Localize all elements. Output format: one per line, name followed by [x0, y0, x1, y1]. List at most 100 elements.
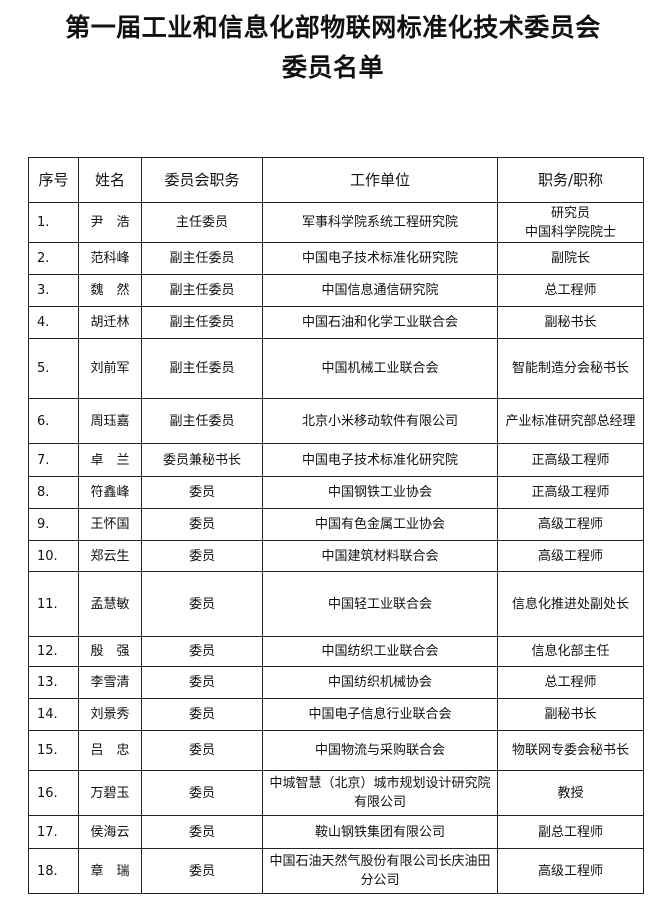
table-row: 4. 胡迁林 副主任委员 中国石油和化学工业联合会 副秘书长 — [28, 306, 644, 339]
table-cell: 1. — [28, 202, 79, 243]
table-cell: 高级工程师 — [497, 540, 644, 572]
job-title: 智能制造分会秘书长 — [511, 361, 629, 376]
table-cell: 正高级工程师 — [497, 443, 644, 477]
committee-role: 委员 — [188, 644, 215, 659]
member-name: 刘前军 — [90, 361, 130, 376]
job-title: 高级工程师 — [537, 548, 603, 564]
table-cell: 副秘书长 — [497, 698, 644, 731]
table-cell: 17. — [28, 815, 79, 849]
job-title: 高级工程师 — [537, 863, 603, 879]
table-cell: 12. — [28, 636, 79, 667]
table-cell: 中国石油天然气股份有限公司长庆油田分公司 — [262, 848, 498, 894]
table-cell: 中国信息通信研究院 — [262, 274, 498, 307]
organization: 中国纺织工业联合会 — [321, 644, 439, 659]
table-cell: 殷 强 — [78, 636, 142, 667]
table-cell: 教授 — [497, 770, 644, 816]
member-name: 王怀国 — [90, 517, 130, 532]
table-cell: 章 瑞 — [78, 848, 142, 894]
table-cell: 委员 — [141, 636, 263, 667]
table-cell: 中国电子技术标准化研究院 — [262, 443, 498, 477]
table-row: 13. 李雪清 委员 中国纺织机械协会 总工程师 — [28, 666, 644, 699]
member-name: 刘景秀 — [90, 707, 130, 722]
table-cell: 13. — [28, 666, 79, 699]
job-title: 正高级工程师 — [531, 452, 610, 468]
table-cell: 正高级工程师 — [497, 476, 644, 509]
member-name: 胡迁林 — [90, 315, 130, 330]
organization: 中国物流与采购联合会 — [314, 743, 445, 758]
organization: 北京小米移动软件有限公司 — [301, 413, 458, 429]
table-cell: 吕 忠 — [78, 730, 142, 771]
table-cell: 副主任委员 — [141, 338, 263, 399]
table-cell: 3. — [28, 274, 79, 307]
table-cell: 刘前军 — [78, 338, 142, 399]
job-title: 正高级工程师 — [531, 485, 610, 500]
table-cell: 万碧玉 — [78, 770, 142, 816]
committee-role: 副主任委员 — [169, 413, 235, 429]
member-name: 范科峰 — [90, 251, 130, 266]
table-cell: 中国纺织机械协会 — [262, 666, 498, 699]
row-index: 9. — [37, 517, 50, 532]
table-cell: 副主任委员 — [141, 274, 263, 307]
table-row: 11. 孟慧敏 委员 中国轻工业联合会 信息化推进处副处长 — [28, 571, 644, 637]
table-cell: 高级工程师 — [497, 848, 644, 894]
table-cell: 18. — [28, 848, 79, 894]
job-title: 总工程师 — [544, 675, 597, 690]
row-index: 6. — [37, 413, 50, 429]
table-row: 15. 吕 忠 委员 中国物流与采购联合会 物联网专委会秘书长 — [28, 730, 644, 771]
table-cell: 10. — [28, 540, 79, 572]
committee-role: 委员 — [188, 743, 215, 758]
job-title: 教授 — [557, 785, 584, 801]
table-cell: 9. — [28, 508, 79, 541]
committee-role: 委员 — [188, 517, 215, 532]
row-index: 14. — [37, 707, 58, 722]
member-name: 魏 然 — [90, 283, 130, 298]
table-cell: 中国钢铁工业协会 — [262, 476, 498, 509]
header-index: 序号 — [28, 157, 79, 203]
table-cell: 周珏嘉 — [78, 398, 142, 444]
job-title: 副院长 — [550, 251, 590, 266]
table-cell: 中国物流与采购联合会 — [262, 730, 498, 771]
table-cell: 中国建筑材料联合会 — [262, 540, 498, 572]
table-row: 8. 符鑫峰 委员 中国钢铁工业协会 正高级工程师 — [28, 476, 644, 509]
row-index: 10. — [37, 548, 58, 564]
table-cell: 委员 — [141, 508, 263, 541]
table-row: 3. 魏 然 副主任委员 中国信息通信研究院 总工程师 — [28, 274, 644, 307]
member-name: 周珏嘉 — [90, 413, 130, 429]
member-name: 侯海云 — [90, 824, 130, 840]
table-cell: 2. — [28, 242, 79, 275]
organization: 中国建筑材料联合会 — [321, 548, 439, 564]
job-title: 信息化部主任 — [531, 644, 610, 659]
job-title: 研究员 中国科学院院士 — [524, 205, 616, 240]
table-cell: 委员 — [141, 730, 263, 771]
row-index: 1. — [37, 215, 50, 230]
table-cell: 委员 — [141, 770, 263, 816]
committee-role: 委员兼秘书长 — [162, 452, 241, 468]
table-cell: 总工程师 — [497, 666, 644, 699]
table-cell: 11. — [28, 571, 79, 637]
table-cell: 中国轻工业联合会 — [262, 571, 498, 637]
table-cell: 8. — [28, 476, 79, 509]
table-cell: 侯海云 — [78, 815, 142, 849]
table-cell: 中国石油和化学工业联合会 — [262, 306, 498, 339]
job-title: 产业标准研究部总经理 — [505, 413, 636, 429]
organization: 中国电子技术标准化研究院 — [301, 251, 458, 266]
organization: 中国信息通信研究院 — [321, 283, 439, 298]
organization: 中国电子技术标准化研究院 — [301, 452, 458, 468]
table-cell: 郑云生 — [78, 540, 142, 572]
job-title: 副秘书长 — [544, 707, 597, 722]
table-cell: 产业标准研究部总经理 — [497, 398, 644, 444]
table-cell: 范科峰 — [78, 242, 142, 275]
header-committee-role: 委员会职务 — [141, 157, 263, 203]
job-title: 副秘书长 — [544, 315, 597, 330]
table-cell: 卓 兰 — [78, 443, 142, 477]
member-name: 万碧玉 — [90, 785, 130, 801]
table-cell: 鞍山钢铁集团有限公司 — [262, 815, 498, 849]
table-cell: 7. — [28, 443, 79, 477]
job-title: 总工程师 — [544, 283, 597, 298]
table-cell: 王怀国 — [78, 508, 142, 541]
table-row: 17. 侯海云 委员 鞍山钢铁集团有限公司 副总工程师 — [28, 815, 644, 849]
row-index: 5. — [37, 361, 50, 376]
organization: 中国轻工业联合会 — [327, 596, 432, 612]
row-index: 7. — [37, 452, 50, 468]
table-cell: 副总工程师 — [497, 815, 644, 849]
